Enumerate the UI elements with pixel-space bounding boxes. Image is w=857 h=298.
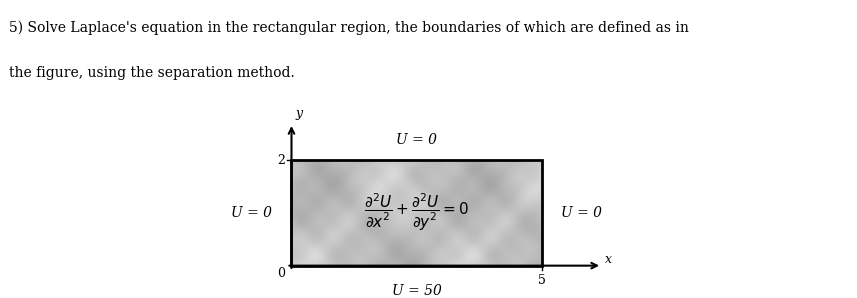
Text: U = 0: U = 0 [396, 133, 437, 147]
Text: y: y [296, 108, 303, 120]
Text: U = 0: U = 0 [561, 206, 602, 220]
Bar [291, 160, 542, 266]
Text: U = 0: U = 0 [231, 206, 272, 220]
Text: 2: 2 [278, 153, 285, 167]
Text: U = 50: U = 50 [392, 284, 441, 298]
Text: 5: 5 [538, 274, 546, 287]
Text: the figure, using the separation method.: the figure, using the separation method. [9, 66, 294, 80]
Text: 0: 0 [278, 267, 285, 280]
Text: $\dfrac{\partial^2 U}{\partial x^2} + \dfrac{\partial^2 U}{\partial y^2} = 0$: $\dfrac{\partial^2 U}{\partial x^2} + \d… [364, 192, 469, 233]
Text: 5) Solve Laplace's equation in the rectangular region, the boundaries of which a: 5) Solve Laplace's equation in the recta… [9, 21, 688, 35]
Text: x: x [604, 253, 612, 266]
